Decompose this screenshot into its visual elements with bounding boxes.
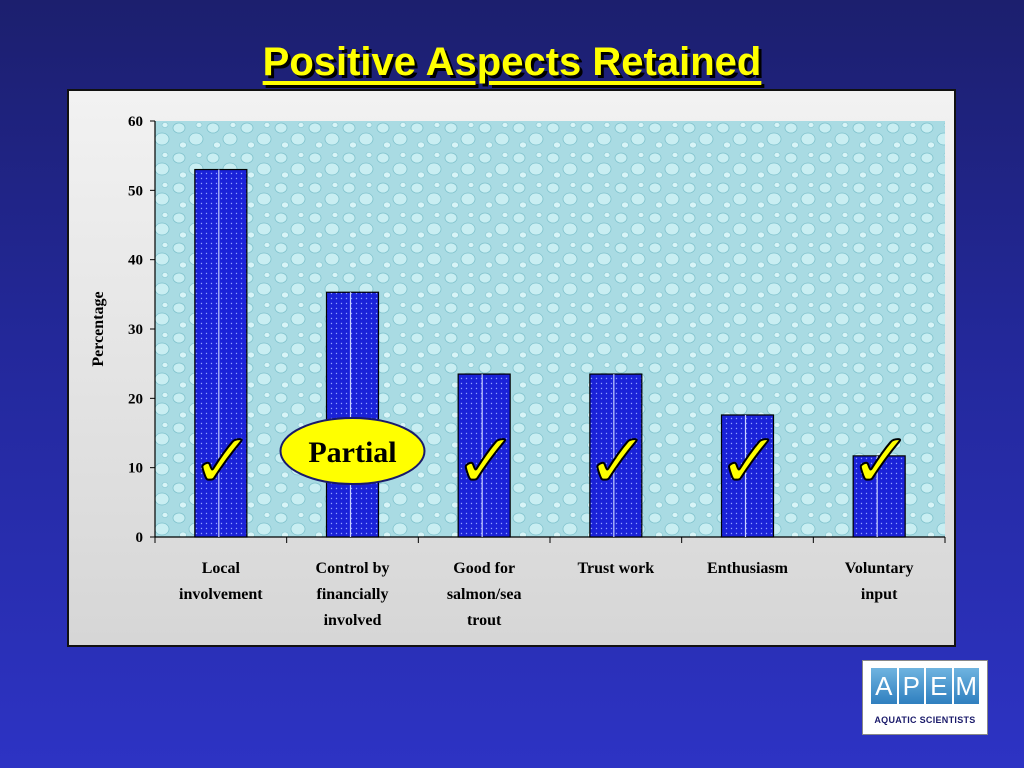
x-category-label: Control by financially involved <box>316 560 390 629</box>
y-tick-label: 0 <box>136 530 144 546</box>
checkmark-icon: ✓ <box>718 416 782 505</box>
bar <box>325 291 380 538</box>
plot-area <box>155 121 945 537</box>
x-category-label: Trust work <box>578 560 655 577</box>
y-tick-label: 20 <box>128 391 143 407</box>
partial-badge <box>279 417 426 485</box>
checkmark-icon: ✓ <box>191 416 255 505</box>
logo-letters: A P E M <box>871 668 979 704</box>
y-tick-label: 30 <box>128 322 143 338</box>
x-category-label: Voluntary input <box>845 560 914 603</box>
logo-letter: E <box>926 668 952 704</box>
bar <box>852 455 906 538</box>
x-category-label-line: input <box>861 586 898 603</box>
x-category-label: Local involvement <box>179 560 263 603</box>
chart-frame: 0 10 20 30 40 50 60 Percentage Local involvement C… <box>67 89 956 647</box>
x-category-label: Enthusiasm <box>707 560 789 577</box>
x-category-label-line: trout <box>467 612 502 629</box>
bar-chart: 0 10 20 30 40 50 60 Percentage Local involvement C… <box>90 114 946 629</box>
checkmark-icon: ✓ <box>849 416 913 505</box>
x-category-label-line: involvement <box>179 586 263 603</box>
x-category-label-line: involved <box>324 612 382 629</box>
logo-subtitle: AQUATIC SCIENTISTS <box>874 715 976 725</box>
x-category-label-line: Voluntary <box>845 560 914 577</box>
y-tick-label: 50 <box>128 183 143 199</box>
y-tick-label: 60 <box>128 114 143 130</box>
y-tick-label: 10 <box>128 461 143 477</box>
bar <box>720 414 775 538</box>
x-category-label: Good for salmon/sea trout <box>447 560 522 629</box>
partial-label: Partial <box>308 436 396 469</box>
x-category-label-line: Local <box>202 560 241 577</box>
x-category-label-line: Trust work <box>578 560 655 577</box>
x-category-label-line: Control by <box>316 560 390 577</box>
logo-letter: P <box>898 668 924 704</box>
x-category-label-line: financially <box>316 586 388 603</box>
checkmark-icon: ✓ <box>454 416 518 505</box>
bar <box>457 373 511 538</box>
slide-title: Positive Aspects Retained <box>262 40 762 84</box>
x-category-label-line: salmon/sea <box>447 586 522 603</box>
logo-letter: M <box>953 668 979 704</box>
checkmark-icon: ✓ <box>586 416 650 505</box>
y-axis-label: Percentage <box>90 291 107 366</box>
apem-logo: A P E M AQUATIC SCIENTISTS <box>862 660 988 735</box>
x-category-label-line: Good for <box>453 560 515 577</box>
bar <box>194 168 248 538</box>
bar <box>589 373 643 538</box>
x-category-label-line: Enthusiasm <box>707 560 789 577</box>
y-tick-label: 40 <box>128 253 143 269</box>
logo-letter: A <box>871 668 897 704</box>
